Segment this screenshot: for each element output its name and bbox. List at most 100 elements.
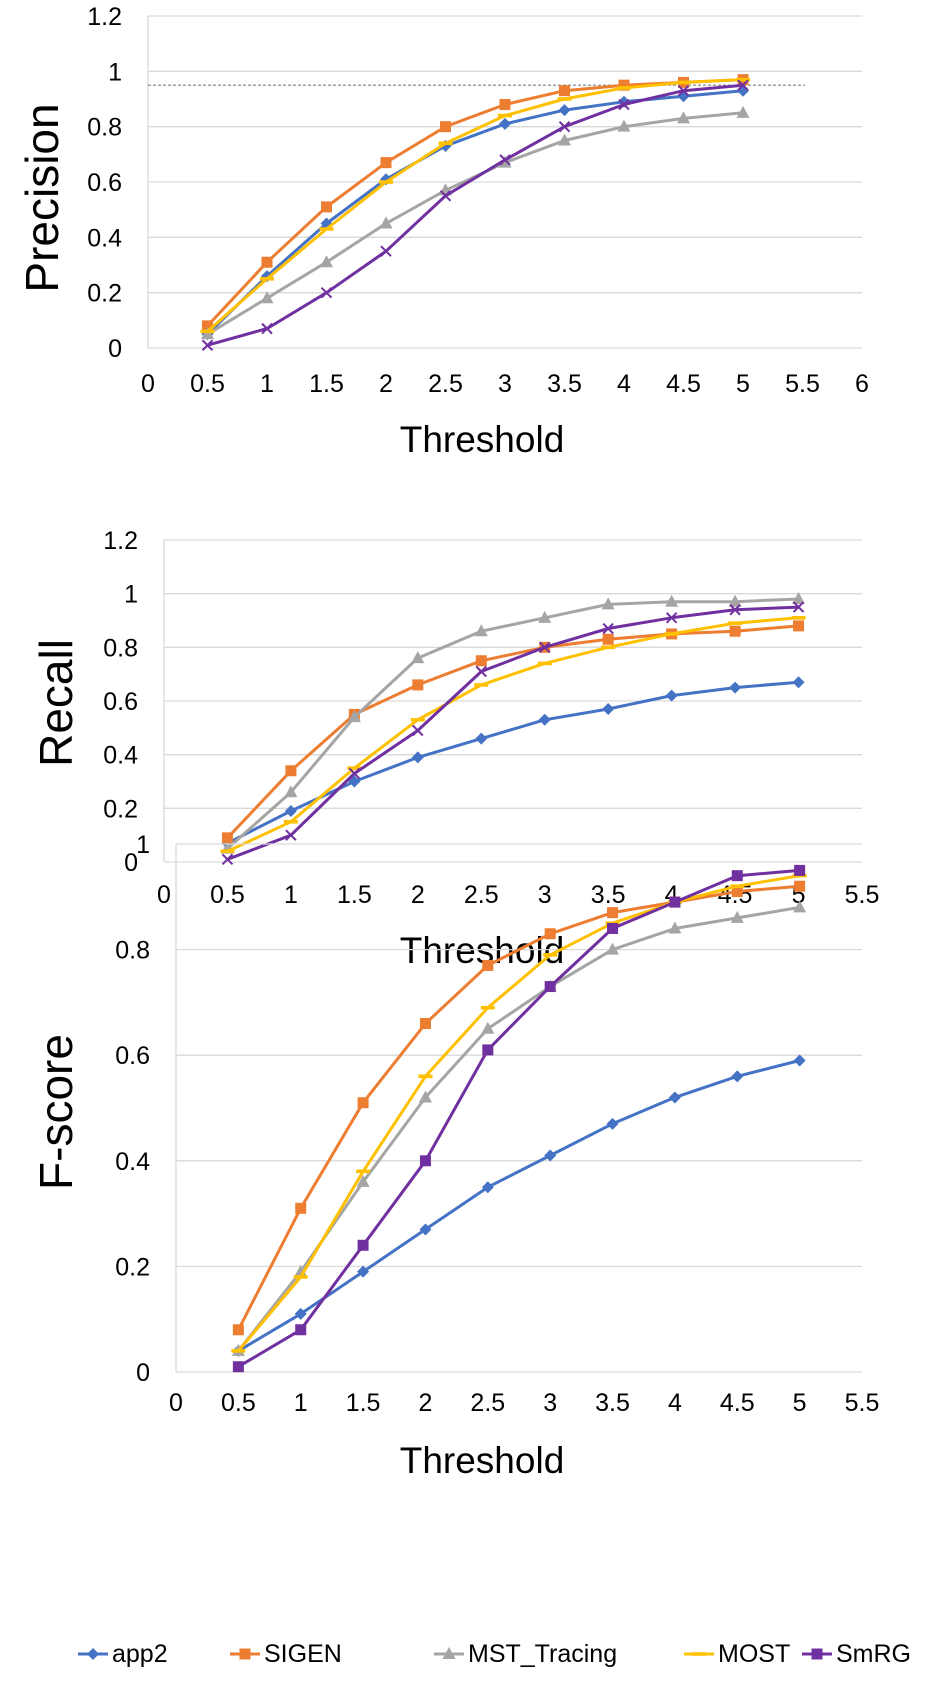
series-smrg (232, 864, 806, 1373)
data-point (418, 1090, 432, 1103)
y-tick-label: 1.2 (103, 527, 138, 555)
data-point (200, 329, 215, 334)
data-point (410, 717, 425, 722)
data-point (475, 732, 488, 745)
data-point (220, 849, 235, 854)
x-tick-label: 3 (543, 1389, 557, 1417)
data-point (482, 1044, 494, 1056)
series-sigen (232, 880, 806, 1336)
x-tick-label: 0 (169, 1389, 183, 1417)
x-tick-label: 6 (855, 370, 869, 398)
x-tick-label: 2.5 (464, 881, 499, 909)
data-point (284, 805, 297, 818)
data-point (791, 616, 806, 620)
x-tick-label: 0.5 (221, 1389, 256, 1417)
data-point (295, 1324, 307, 1336)
x-tick-label: 3.5 (547, 370, 582, 398)
data-point (538, 610, 552, 623)
x-tick-label: 0.5 (190, 370, 225, 398)
series-app2 (232, 1054, 806, 1357)
y-tick-label: 0.4 (103, 742, 138, 770)
data-point (474, 624, 488, 637)
series-line (226, 616, 799, 853)
series-smrg (201, 79, 749, 351)
data-point (482, 959, 494, 971)
data-point (617, 86, 631, 90)
data-point (601, 645, 616, 650)
data-point (558, 104, 571, 117)
y-tick-label: 0.2 (103, 795, 138, 823)
x-tick-label: 1 (284, 881, 298, 909)
legend: app2 SIGEN MST_Tracing MOST SmRG (78, 1640, 911, 1668)
data-point (480, 1005, 495, 1010)
data-point (607, 922, 619, 934)
legend-marker (442, 1647, 456, 1659)
data-point (538, 713, 551, 726)
x-tick-label: 5 (793, 1389, 807, 1417)
data-point (539, 641, 551, 654)
data-point (676, 80, 691, 85)
data-point (320, 286, 333, 299)
data-point (668, 1091, 681, 1104)
data-point (558, 133, 571, 146)
data-point (231, 1349, 246, 1353)
data-point (356, 1174, 370, 1187)
data-point (411, 751, 424, 764)
x-tick-label: 3.5 (591, 881, 626, 909)
data-point (729, 681, 742, 694)
data-point (347, 710, 361, 723)
data-point (232, 1324, 244, 1336)
x-axis-label: Threshold (400, 1440, 565, 1481)
x-tick-label: 4.5 (666, 370, 701, 398)
data-point (285, 765, 297, 777)
x-tick-label: 4 (668, 1389, 682, 1417)
data-point (356, 1169, 371, 1174)
data-point (664, 632, 679, 636)
data-point (319, 227, 334, 231)
x-tick-label: 3.5 (595, 1389, 630, 1417)
data-point (731, 870, 743, 882)
data-point (792, 592, 806, 605)
y-tick-label: 1 (136, 831, 150, 859)
x-tick-label: 1.5 (346, 1389, 381, 1417)
x-tick-label: 2 (419, 1389, 433, 1417)
y-tick-label: 0.6 (115, 1042, 150, 1070)
data-point (498, 113, 512, 118)
data-point (558, 120, 571, 133)
series-line (237, 884, 800, 1331)
data-point (380, 245, 392, 257)
series-line (226, 605, 799, 861)
data-point (221, 832, 233, 844)
data-point (347, 766, 362, 770)
data-point (439, 190, 452, 202)
x-tick-label: 4.5 (720, 1389, 755, 1417)
data-point (357, 1239, 369, 1251)
x-tick-label: 5 (736, 370, 750, 398)
data-point (729, 604, 741, 616)
data-point (481, 1021, 495, 1034)
data-point (295, 1202, 307, 1214)
data-point (794, 880, 806, 892)
y-tick-label: 0.8 (87, 114, 122, 142)
x-tick-label: 2.5 (470, 1389, 505, 1417)
data-point (665, 612, 678, 624)
data-point (440, 121, 451, 133)
data-point (320, 255, 333, 268)
data-point (730, 910, 744, 923)
data-point (618, 98, 630, 111)
y-tick-label: 0 (136, 1359, 150, 1387)
legend-label: SmRG (836, 1640, 911, 1668)
data-point (260, 291, 274, 304)
y-axis-label: Precision (16, 103, 68, 292)
x-tick-label: 0 (141, 370, 155, 398)
series-line (207, 83, 744, 347)
data-point (602, 703, 615, 716)
data-point (380, 157, 392, 169)
data-point (559, 85, 570, 97)
x-tick-label: 0.5 (210, 881, 245, 909)
data-point (201, 339, 214, 351)
series-sigen (221, 620, 805, 844)
data-point (729, 625, 741, 637)
data-point (601, 597, 615, 610)
data-point (736, 105, 750, 118)
